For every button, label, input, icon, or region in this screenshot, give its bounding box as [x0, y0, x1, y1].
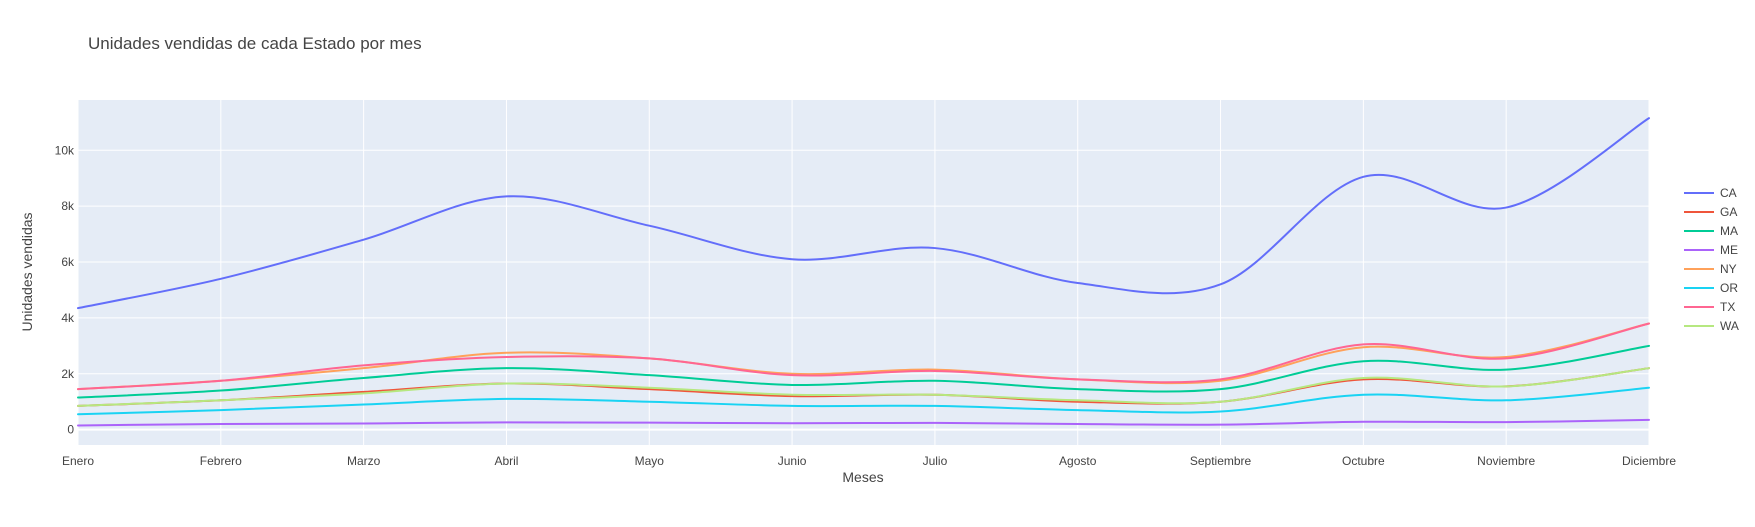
series-line-ca: [77, 117, 1650, 310]
x-tick-label: Marzo: [347, 454, 381, 468]
x-tick-label: Junio: [778, 454, 807, 468]
plot-area: [78, 100, 1649, 445]
y-tick-label: 2k: [61, 367, 75, 381]
legend-label: GA: [1720, 205, 1737, 219]
series-lines: [77, 117, 1650, 427]
legend-item-me[interactable]: ME: [1684, 243, 1738, 257]
series-line-me: [77, 418, 1650, 427]
legend-label: TX: [1720, 300, 1735, 314]
legend-item-tx[interactable]: TX: [1684, 300, 1735, 314]
legend-label: NY: [1720, 262, 1737, 276]
legend-label: OR: [1720, 281, 1738, 295]
y-tick-label: 10k: [55, 143, 75, 157]
x-tick-label: Enero: [62, 454, 94, 468]
legend-label: ME: [1720, 243, 1738, 257]
x-tick-label: Noviembre: [1477, 454, 1535, 468]
legend-label: MA: [1720, 224, 1738, 238]
x-axis-ticks: Enero Febrero Marzo Abril Mayo Junio Julio Agos…: [62, 454, 1676, 468]
y-tick-label: 4k: [61, 311, 75, 325]
legend-item-ca[interactable]: CA: [1684, 186, 1737, 200]
series-line-or: [77, 386, 1650, 416]
legend-label: CA: [1720, 186, 1737, 200]
x-tick-label: Julio: [923, 454, 948, 468]
series-line-ma: [77, 344, 1650, 399]
chart-title: Unidades vendidas de cada Estado por mes: [88, 34, 422, 53]
legend-item-wa[interactable]: WA: [1684, 319, 1739, 333]
legend-item-ga[interactable]: GA: [1684, 205, 1737, 219]
y-axis-ticks: 0 2k 4k 6k 8k 10k: [55, 143, 75, 436]
series-line-wa: [77, 367, 1650, 407]
y-tick-label: 6k: [61, 255, 75, 269]
x-axis-title: Meses: [842, 469, 883, 485]
y-tick-label: 8k: [61, 199, 75, 213]
x-tick-label: Octubre: [1342, 454, 1385, 468]
legend-item-ma[interactable]: MA: [1684, 224, 1738, 238]
legend-label: WA: [1720, 319, 1739, 333]
y-tick-label: 0: [67, 423, 74, 437]
x-tick-label: Febrero: [200, 454, 242, 468]
y-axis-title: Unidades vendidas: [19, 212, 35, 331]
legend-item-or[interactable]: OR: [1684, 281, 1738, 295]
x-tick-label: Septiembre: [1190, 454, 1252, 468]
x-tick-label: Agosto: [1059, 454, 1097, 468]
x-tick-label: Diciembre: [1622, 454, 1676, 468]
x-tick-label: Abril: [494, 454, 518, 468]
legend: CA GA MA ME NY OR TX WA: [1684, 186, 1739, 333]
x-tick-label: Mayo: [635, 454, 665, 468]
series-line-ny: [77, 322, 1650, 391]
legend-item-ny[interactable]: NY: [1684, 262, 1737, 276]
series-line-tx: [77, 322, 1650, 391]
